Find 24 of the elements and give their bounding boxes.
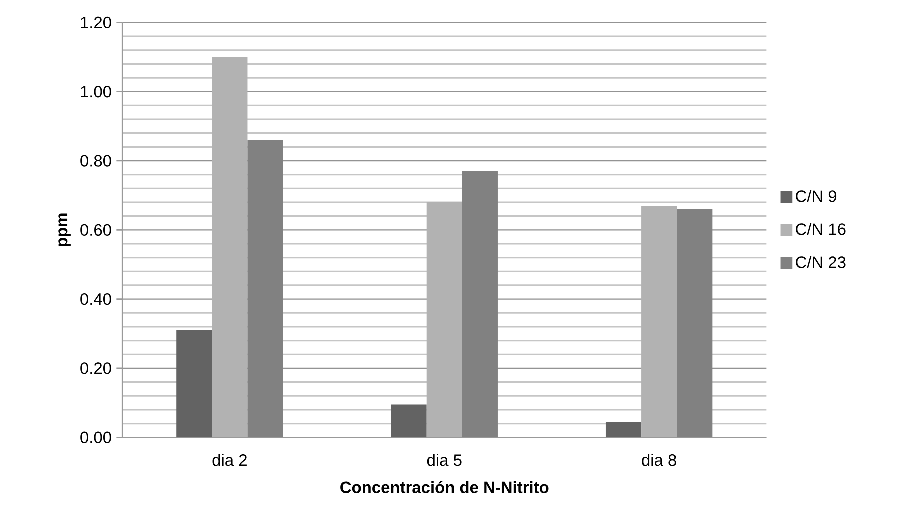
- bar: [391, 404, 427, 438]
- legend-label: C/N 9: [796, 190, 837, 203]
- bar: [176, 330, 212, 438]
- y-tick-label: 0.40: [80, 294, 112, 306]
- bar: [248, 140, 284, 438]
- y-tick-label: 1.20: [81, 17, 112, 29]
- x-tick-label: dia 2: [212, 454, 247, 466]
- bar: [642, 206, 678, 438]
- x-tick-label: dia 5: [427, 454, 462, 466]
- y-axis-title: ppm: [58, 214, 71, 247]
- x-axis-title: Concentración de N-Nitrito: [340, 481, 549, 494]
- y-tick-label: 1.00: [81, 86, 112, 98]
- y-tick-label: 0.80: [80, 155, 112, 168]
- y-tick-label: 0.20: [80, 362, 112, 375]
- bar: [212, 58, 248, 438]
- y-tick-label: 0.00: [80, 432, 112, 444]
- legend-label: C/N 23: [796, 256, 846, 269]
- legend-label: C/N 16: [796, 223, 846, 236]
- bar: [462, 172, 498, 438]
- y-tick-label: 0.60: [80, 224, 112, 236]
- bar: [426, 202, 462, 438]
- x-tick-label: dia 8: [642, 454, 676, 466]
- bar: [606, 422, 642, 438]
- bar: [677, 210, 713, 438]
